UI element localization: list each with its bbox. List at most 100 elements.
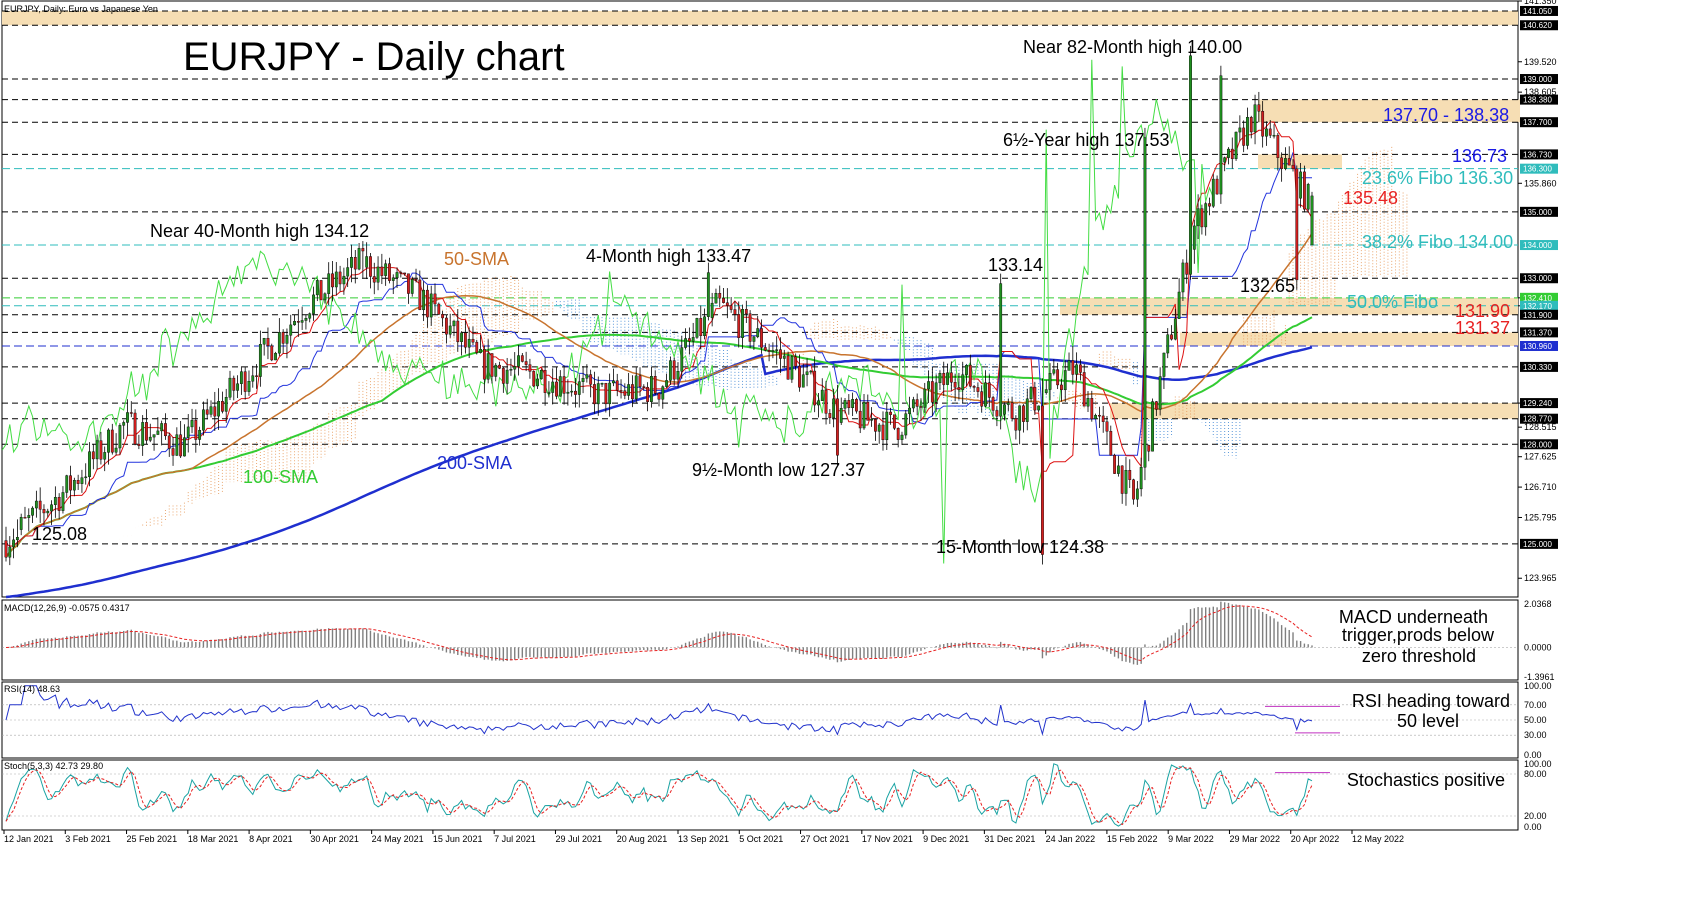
candle-body [350, 257, 353, 268]
candle-body [95, 440, 99, 460]
candle-body [304, 318, 308, 321]
candle-body [991, 397, 995, 411]
candle-body [866, 401, 870, 421]
candle-body [1173, 318, 1177, 340]
candle-body [251, 375, 255, 382]
candle-body [763, 347, 767, 351]
date-tick-label: 29 Jul 2021 [555, 834, 602, 844]
candle-body [19, 517, 23, 530]
candle-body [805, 371, 809, 375]
candle-body [547, 392, 551, 394]
horizontal-levels [2, 10, 1518, 545]
candle-body [828, 413, 832, 419]
candle-body [1079, 364, 1082, 373]
candle-body [1287, 158, 1291, 166]
candle-body [976, 387, 980, 392]
candle-body [608, 382, 612, 405]
candle-body [858, 410, 862, 429]
date-tick-label: 15 Jun 2021 [433, 834, 483, 844]
zone-136 [1258, 154, 1342, 169]
candle-body [725, 302, 729, 306]
candle-body [88, 451, 91, 478]
candle-body [1230, 148, 1234, 160]
sma50-line [5, 232, 1313, 558]
candle-body [34, 500, 38, 509]
candle-body [1135, 488, 1139, 500]
candle-body [714, 293, 718, 304]
date-tick-label: 15 Feb 2022 [1107, 834, 1158, 844]
date-tick-label: 24 Jan 2022 [1046, 834, 1096, 844]
annotation-sma100: 100-SMA [243, 467, 318, 487]
sub-tick-label: -1.3961 [1524, 672, 1555, 682]
candle-body [539, 370, 543, 380]
candle-body [517, 355, 520, 367]
candle-body [965, 364, 968, 375]
candle-body [319, 280, 323, 301]
sub-tick-label: 20.00 [1524, 811, 1547, 821]
candle-body [407, 273, 410, 294]
annotation-13548: 135.48 [1343, 188, 1398, 208]
candle-body [1014, 418, 1018, 431]
candle-body [12, 539, 15, 548]
candle-body [209, 406, 213, 415]
candle-body [1052, 369, 1056, 374]
candle-body [779, 349, 782, 359]
price-level-box [1520, 163, 1558, 174]
candle-body [266, 338, 270, 346]
candle-body [369, 256, 372, 277]
candle-body [1238, 127, 1242, 133]
candle-body [980, 391, 984, 407]
candle-body [710, 302, 714, 318]
candle-body [448, 325, 452, 335]
candle-body [274, 352, 277, 361]
candle-body [258, 343, 262, 377]
candle-body [353, 257, 357, 270]
candle-body [486, 353, 490, 380]
candle-body [668, 360, 672, 381]
candle-body [691, 337, 695, 342]
chikou-line [1, 59, 1214, 564]
date-tick-label: 3 Feb 2021 [65, 834, 111, 844]
zone-129 [1110, 403, 1518, 419]
candle-body [103, 452, 107, 460]
candle-body [1291, 164, 1295, 170]
candle-body [228, 377, 232, 398]
date-tick-label: 8 Apr 2021 [249, 834, 293, 844]
candle-body [543, 370, 547, 393]
candle-body [145, 422, 148, 441]
price-level-label: 135.000 [1523, 208, 1552, 217]
candle-body [615, 380, 619, 391]
price-level-box [1520, 273, 1558, 284]
price-level-box [1520, 240, 1558, 251]
candle-body [877, 424, 881, 432]
date-axis: 12 Jan 2021 3 Feb 2021 25 Feb 2021 18 Mar 2… [3, 830, 1404, 844]
candle-body [179, 434, 183, 457]
candle-body [775, 349, 779, 351]
candle-body [957, 387, 961, 390]
candle-body [832, 398, 836, 419]
candle-body [410, 279, 414, 294]
candle-body [1208, 203, 1211, 207]
candle-body [91, 451, 95, 460]
price-level-label: 130.330 [1523, 363, 1552, 372]
sub-tick-label: 0.0000 [1524, 642, 1552, 652]
candle-body [110, 429, 114, 453]
candle-body [536, 378, 539, 387]
candle-body [236, 383, 239, 391]
candle-body [141, 422, 145, 446]
candle-body [1249, 117, 1253, 133]
candle-body [1276, 134, 1280, 159]
price-level-label: 131.900 [1523, 311, 1552, 320]
stoch-panel [2, 763, 1518, 827]
candle-body [824, 389, 828, 414]
candle-body [813, 370, 817, 406]
candle-body [870, 419, 874, 421]
candle-body [881, 424, 885, 441]
candle-body [961, 374, 965, 390]
annotation-low95: 9½-Month low 127.37 [692, 460, 865, 480]
price-tick-label: 128.515 [1524, 422, 1557, 432]
candle-body [167, 435, 171, 449]
candle-body [722, 297, 725, 303]
candle-body [27, 515, 31, 518]
candle-body [1223, 157, 1227, 163]
